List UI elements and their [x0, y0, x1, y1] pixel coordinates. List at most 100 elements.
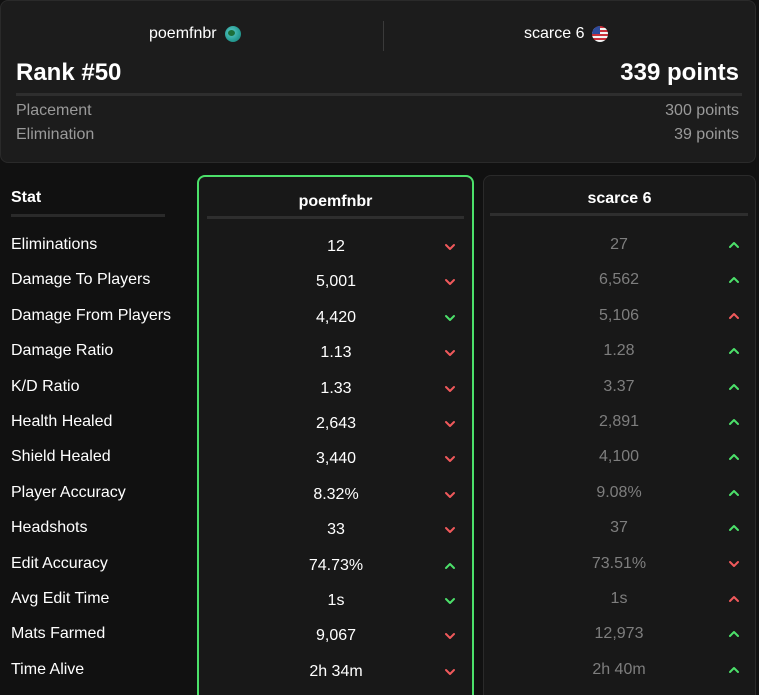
player1-column: poemfnbr [197, 175, 474, 695]
player1-stat-value: 5,001 [315, 273, 357, 291]
players-row: poemfnbr scarce 6 [1, 1, 755, 67]
summary-divider [16, 93, 742, 96]
player1-stat-value: 3,440 [315, 450, 357, 468]
total-points: 339 points [620, 59, 739, 86]
stat-label: Eliminations [11, 236, 98, 253]
stat-label: Mats Farmed [11, 625, 106, 643]
chevron-up-icon [727, 309, 741, 323]
chevron-up-icon [727, 344, 741, 358]
chevron-down-icon [443, 629, 457, 643]
chevron-down-icon [443, 311, 457, 325]
player1-header-divider [207, 216, 464, 219]
table-row: Avg Edit Time 1s 1s [0, 590, 759, 625]
match-summary-card: poemfnbr scarce 6 Rank #50 339 points Pl… [0, 0, 756, 163]
chevron-down-icon [443, 382, 457, 396]
player2-stat-value: 37 [610, 519, 628, 537]
player2-stat-value: 2h 40m [592, 660, 646, 678]
chevron-down-icon [443, 488, 457, 502]
stat-label: Damage From Players [11, 306, 172, 324]
chevron-up-icon [727, 415, 741, 429]
chevron-up-icon [727, 663, 741, 677]
player2-stat-value: 6,562 [598, 271, 640, 289]
stat-label: K/D Ratio [11, 377, 80, 395]
players-divider [383, 21, 384, 51]
chevron-up-icon [727, 592, 741, 606]
us-flag-icon [592, 26, 609, 42]
chevron-up-icon [727, 627, 741, 641]
table-row: Edit Accuracy 74.73% 73.51% [0, 555, 759, 590]
table-row: Shield Healed 3,440 4,100 [0, 448, 759, 483]
player1-stat-value: 4,420 [315, 308, 357, 326]
stat-label: Shield Healed [11, 448, 111, 466]
stat-label: Player Accuracy [11, 483, 126, 501]
player1-name-label: poemfnbr [149, 25, 217, 42]
chevron-up-icon [727, 521, 741, 535]
table-row: K/D Ratio 1.33 3.37 [0, 378, 759, 413]
placement-label: Placement [16, 102, 92, 119]
player2-stat-value: 3.37 [603, 377, 635, 395]
chevron-up-icon [443, 559, 457, 573]
player2-name[interactable]: scarce 6 [524, 25, 609, 43]
player1-stat-value: 1s [327, 592, 345, 609]
table-row: Damage Ratio 1.13 1.28 [0, 342, 759, 377]
player1-column-header: poemfnbr [298, 193, 373, 210]
player2-stat-value: 5,106 [598, 306, 640, 324]
player1-stat-value: 2,643 [315, 415, 357, 432]
player2-column-header: scarce 6 [587, 190, 652, 207]
player2-stat-value: 1.28 [603, 342, 635, 360]
player2-stat-value: 73.51% [591, 554, 647, 572]
table-row: Eliminations 12 27 [0, 236, 759, 271]
stat-column-header: Stat [11, 189, 42, 206]
chevron-up-icon [727, 486, 741, 500]
stat-label: Damage To Players [11, 271, 151, 289]
chevron-up-icon [727, 273, 741, 287]
player1-stat-value: 33 [327, 521, 345, 539]
chevron-down-icon [443, 665, 457, 679]
player1-stat-value: 1.13 [320, 344, 352, 362]
table-row: Damage To Players 5,001 6,562 [0, 271, 759, 306]
chevron-down-icon [727, 557, 741, 571]
table-row: Health Healed 2,643 2,891 [0, 413, 759, 448]
player2-column: scarce 6 [483, 175, 756, 695]
stat-label: Damage Ratio [11, 342, 114, 360]
stat-label: Headshots [11, 519, 88, 537]
chevron-down-icon [443, 275, 457, 289]
rank-label: Rank #50 [16, 59, 122, 86]
chevron-down-icon [443, 594, 457, 608]
elimination-label: Elimination [16, 126, 95, 143]
chevron-down-icon [443, 346, 457, 360]
player2-name-label: scarce 6 [524, 25, 585, 42]
stat-label: Avg Edit Time [11, 590, 110, 607]
table-row: Headshots 33 37 [0, 519, 759, 554]
table-row: Player Accuracy 8.32% 9.08% [0, 484, 759, 519]
player1-stat-value: 2h 34m [309, 662, 363, 680]
chevron-down-icon [443, 240, 457, 254]
player2-stat-value: 9.08% [596, 483, 642, 501]
chevron-up-icon [727, 450, 741, 464]
stat-label: Edit Accuracy [11, 554, 108, 572]
stat-header-divider [11, 214, 165, 217]
player1-stat-value: 12 [327, 238, 345, 255]
player2-header-divider [490, 213, 748, 216]
player2-stat-value: 1s [610, 590, 628, 607]
table-row: Mats Farmed 9,067 12,973 [0, 625, 759, 660]
player1-stat-value: 74.73% [308, 556, 364, 574]
globe-icon [224, 26, 241, 42]
chevron-up-icon [727, 380, 741, 394]
player2-stat-value: 27 [610, 236, 628, 253]
player2-stat-value: 2,891 [598, 413, 640, 430]
stat-label: Health Healed [11, 413, 113, 430]
table-row: Time Alive 2h 34m 2h 40m [0, 661, 759, 695]
player2-stat-value: 4,100 [598, 448, 640, 466]
player2-stat-value: 12,973 [594, 625, 644, 643]
elimination-points: 39 points [674, 126, 739, 143]
chevron-up-icon [727, 238, 741, 252]
player1-stat-value: 9,067 [315, 627, 357, 645]
table-row: Damage From Players 4,420 5,106 [0, 307, 759, 342]
chevron-down-icon [443, 452, 457, 466]
player1-stat-value: 8.32% [313, 485, 359, 503]
player1-name[interactable]: poemfnbr [149, 25, 241, 43]
placement-points: 300 points [665, 102, 739, 119]
stat-label: Time Alive [11, 660, 85, 678]
chevron-down-icon [443, 417, 457, 431]
